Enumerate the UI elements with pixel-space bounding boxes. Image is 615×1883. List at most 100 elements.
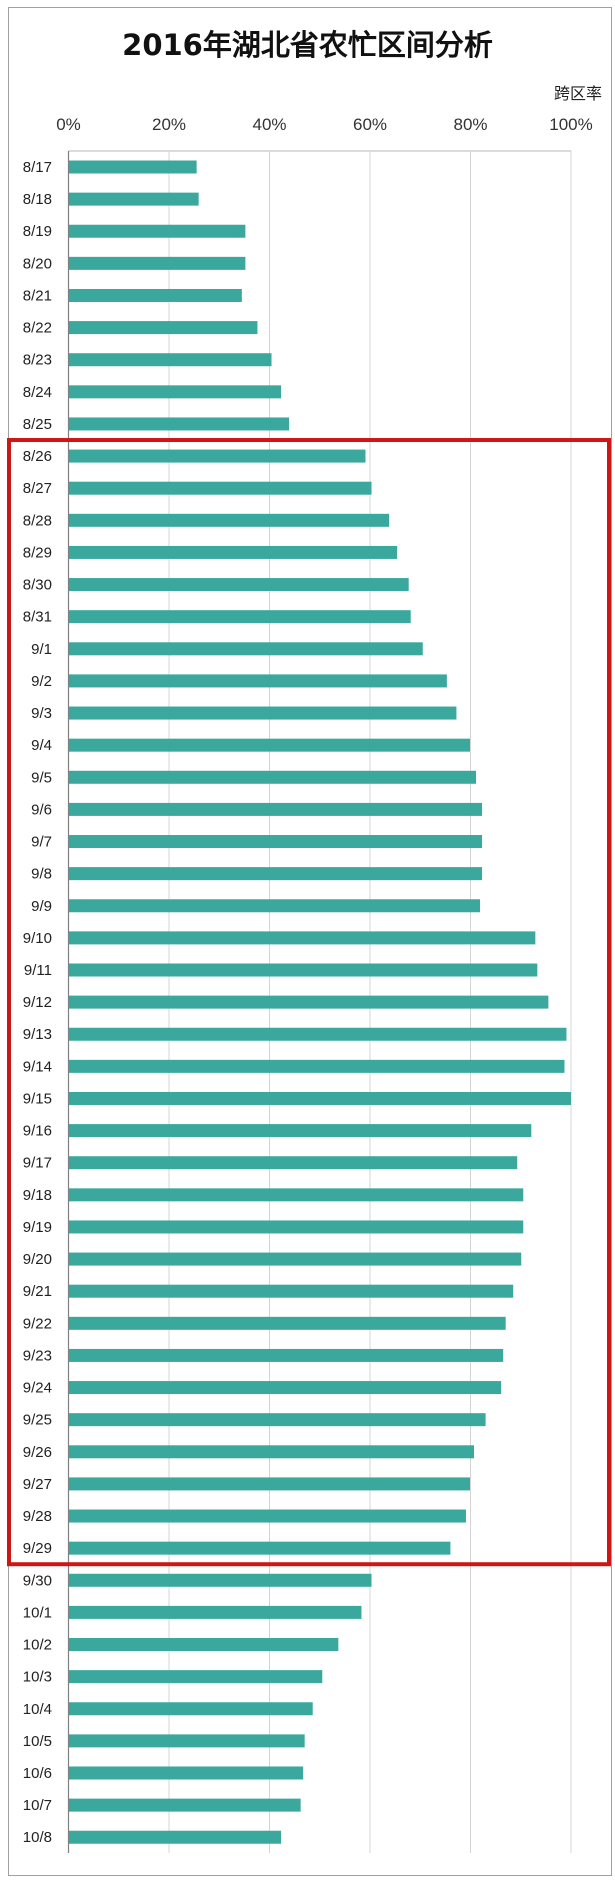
chart-title: 2016年湖北省农忙区间分析 [122, 28, 493, 62]
category-label: 9/3 [31, 705, 52, 722]
category-label: 8/17 [23, 159, 52, 176]
bar-9-8 [68, 867, 483, 881]
bar-8-20 [68, 256, 246, 270]
bar-8-29 [68, 545, 398, 559]
category-label: 9/9 [31, 898, 52, 915]
bar-9-3 [68, 706, 457, 720]
bar-8-24 [68, 385, 282, 399]
category-label: 8/18 [23, 191, 52, 208]
bar-9-10 [68, 931, 536, 945]
category-label: 9/5 [31, 769, 52, 786]
bar-9-26 [68, 1445, 475, 1459]
bar-8-22 [68, 321, 258, 335]
bar-8-19 [68, 224, 246, 238]
x-tick-label: 0% [56, 115, 81, 134]
bar-8-27 [68, 481, 372, 495]
category-label: 9/22 [23, 1315, 52, 1332]
bar-9-22 [68, 1316, 506, 1330]
category-label: 8/20 [23, 255, 52, 272]
category-label: 9/28 [23, 1508, 52, 1525]
category-label: 9/18 [23, 1187, 52, 1204]
category-label: 9/30 [23, 1572, 52, 1589]
bar-9-17 [68, 1156, 518, 1170]
category-label: 9/24 [23, 1380, 52, 1397]
category-label: 9/21 [23, 1283, 52, 1300]
bar-9-2 [68, 674, 447, 688]
bar-8-18 [68, 192, 199, 206]
bar-9-7 [68, 835, 483, 849]
x-tick-label: 100% [549, 115, 592, 134]
category-label: 10/4 [23, 1701, 52, 1718]
bar-9-30 [68, 1573, 372, 1587]
bar-9-11 [68, 963, 538, 977]
highlight-box [7, 438, 611, 1567]
category-label: 9/11 [24, 962, 52, 979]
bar-10-6 [68, 1766, 304, 1780]
bar-9-27 [68, 1477, 470, 1491]
bar-9-29 [68, 1541, 451, 1555]
bar-8-17 [68, 160, 197, 174]
category-label: 9/2 [31, 673, 52, 690]
bar-9-18 [68, 1188, 524, 1202]
category-label: 10/7 [23, 1797, 52, 1814]
bar-8-30 [68, 578, 409, 592]
category-label: 10/2 [23, 1637, 52, 1654]
bar-9-23 [68, 1348, 504, 1362]
bar-10-3 [68, 1670, 323, 1684]
category-label: 9/25 [23, 1412, 52, 1429]
bar-9-4 [68, 738, 470, 752]
category-label: 8/30 [23, 577, 52, 594]
category-label: 10/5 [23, 1733, 52, 1750]
category-label: 8/26 [23, 448, 52, 465]
category-label: 9/26 [23, 1444, 52, 1461]
bar-9-1 [68, 642, 423, 656]
category-label: 9/27 [23, 1476, 52, 1493]
category-label: 9/8 [31, 866, 52, 883]
category-label: 8/19 [23, 223, 52, 240]
category-label: 8/29 [23, 544, 52, 561]
category-label: 10/1 [23, 1604, 52, 1621]
bar-8-28 [68, 513, 390, 527]
category-label: 10/3 [23, 1669, 52, 1686]
category-label: 8/21 [23, 287, 52, 304]
category-label: 8/27 [23, 480, 52, 497]
bar-9-16 [68, 1124, 532, 1138]
category-label: 9/29 [23, 1540, 52, 1557]
bar-9-21 [68, 1284, 514, 1298]
category-label: 9/13 [23, 1026, 52, 1043]
category-label: 9/17 [23, 1155, 52, 1172]
bar-8-31 [68, 610, 411, 624]
bar-9-15 [68, 1091, 571, 1105]
bar-9-24 [68, 1381, 502, 1395]
category-label: 9/6 [31, 801, 52, 818]
category-label: 8/31 [23, 609, 52, 626]
category-label: 9/4 [31, 737, 52, 754]
category-label: 8/25 [23, 416, 52, 433]
bar-10-7 [68, 1798, 301, 1812]
category-label: 9/12 [23, 994, 52, 1011]
category-label: 8/23 [23, 352, 52, 369]
category-label: 8/28 [23, 512, 52, 529]
category-label: 8/24 [23, 384, 52, 401]
category-label: 9/15 [23, 1090, 52, 1107]
category-label: 9/23 [23, 1347, 52, 1364]
category-label: 9/20 [23, 1251, 52, 1268]
x-axis-label: 跨区率 [553, 84, 602, 103]
bar-10-8 [68, 1830, 282, 1844]
bar-10-1 [68, 1605, 362, 1619]
x-tick-label: 80% [453, 115, 487, 134]
bar-9-25 [68, 1413, 486, 1427]
bar-9-14 [68, 1059, 565, 1073]
bar-10-2 [68, 1638, 339, 1652]
bar-8-21 [68, 288, 242, 302]
bar-9-12 [68, 995, 549, 1009]
bar-9-13 [68, 1027, 567, 1041]
category-label: 9/7 [31, 834, 52, 851]
x-tick-label: 60% [353, 115, 387, 134]
category-label: 9/10 [23, 930, 52, 947]
bar-8-25 [68, 417, 290, 431]
bar-10-4 [68, 1702, 313, 1716]
x-tick-label: 20% [152, 115, 186, 134]
bar-8-26 [68, 449, 366, 463]
